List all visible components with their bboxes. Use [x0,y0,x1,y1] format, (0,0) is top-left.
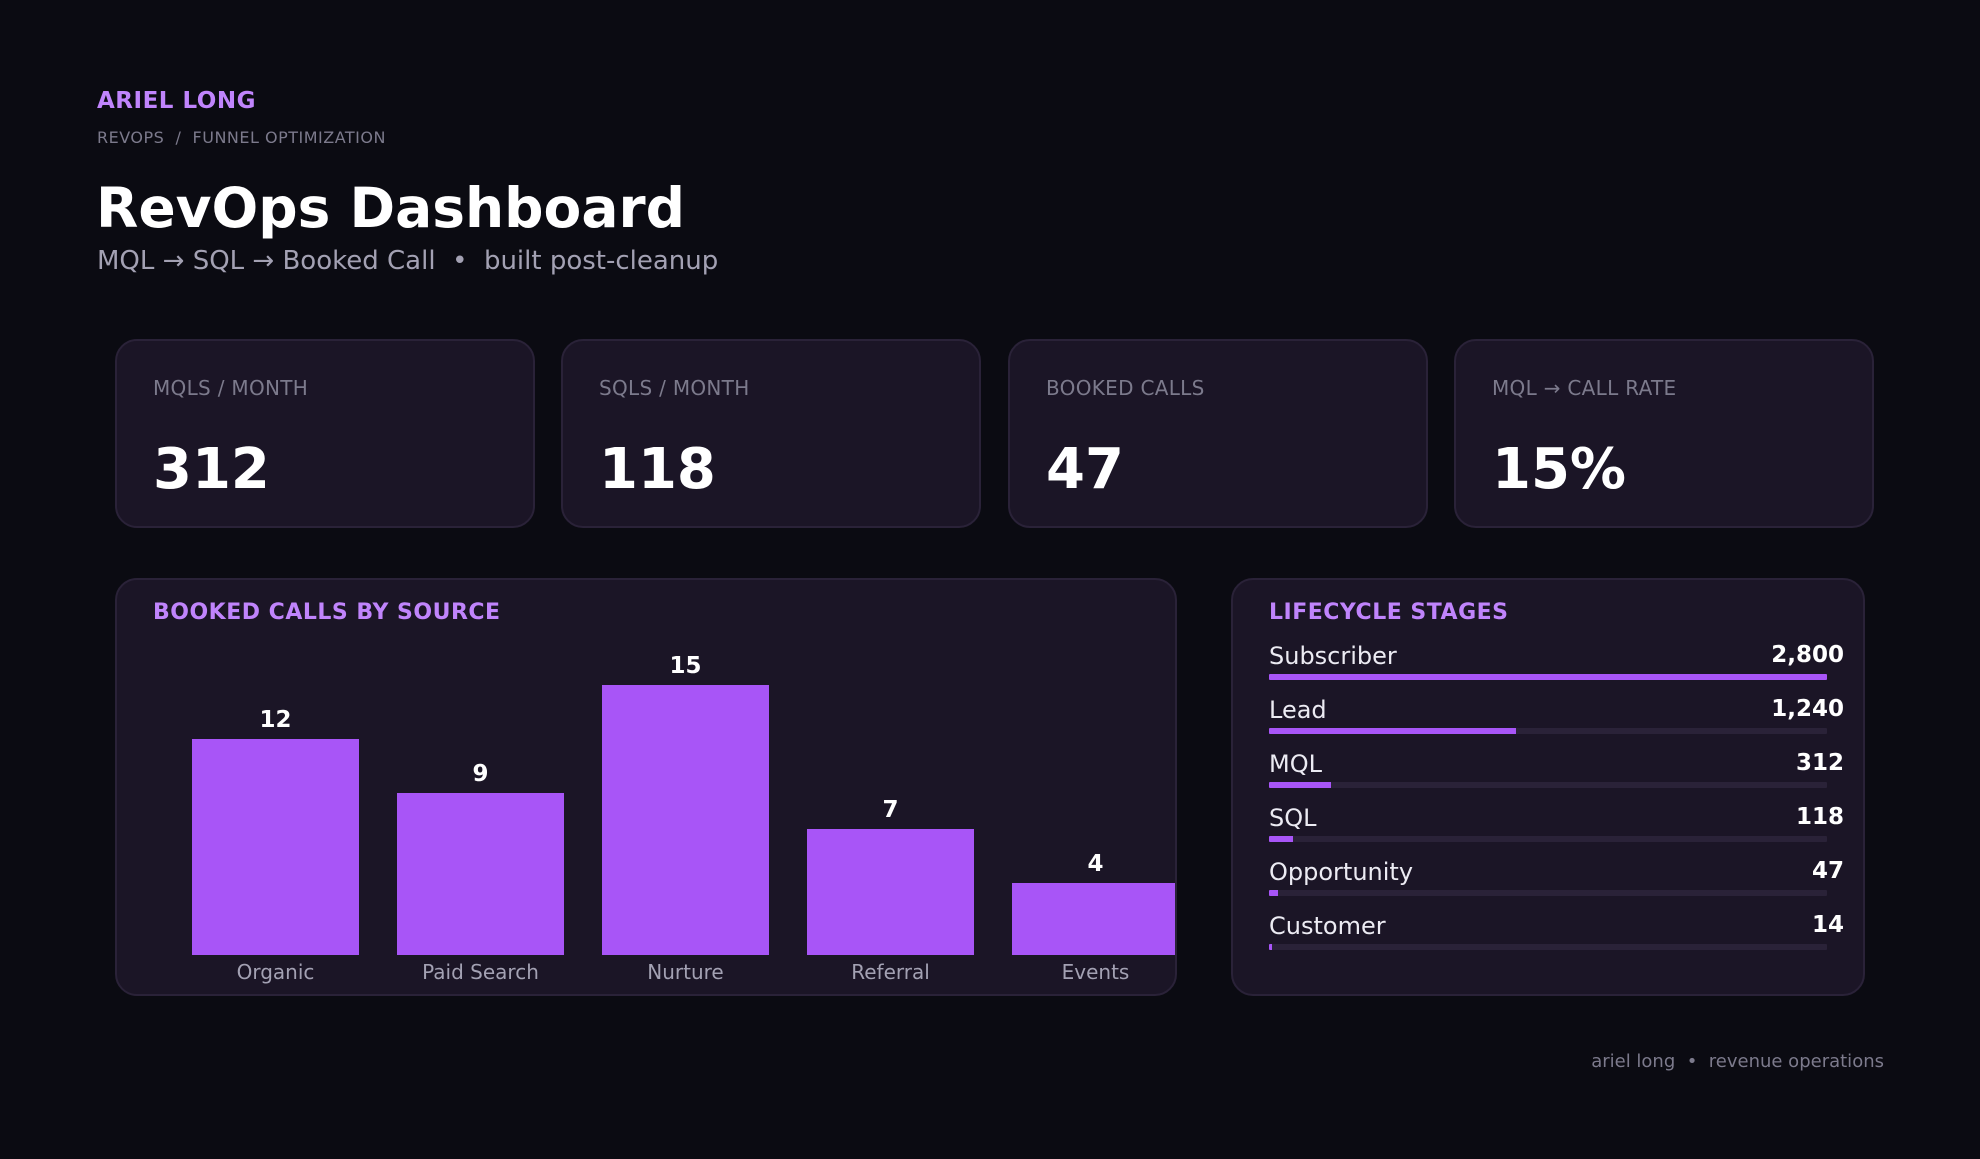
stage-row-sql: SQL 118 [1269,804,1844,844]
stage-value: 312 [1795,750,1844,776]
kpi-card-booked-calls: BOOKED CALLS 47 [1008,339,1428,528]
bar-nurture [602,685,769,955]
stage-progress-fill [1269,890,1279,896]
brand-name: ARIEL LONG [97,88,256,114]
kpi-value: 47 [1046,437,1124,502]
stage-row-customer: Customer 14 [1269,912,1844,952]
stage-value: 2,800 [1771,642,1844,668]
stage-progress-track [1269,890,1827,896]
kpi-card-sqls: SQLS / MONTH 118 [561,339,981,528]
category-label: Referral [851,960,930,984]
stage-progress-track [1269,782,1827,788]
stage-row-subscriber: Subscriber 2,800 [1269,642,1844,682]
stage-value: 47 [1811,858,1844,884]
category-label: Events [1062,960,1130,984]
booked-calls-by-source-panel: BOOKED CALLS BY SOURCE 12 Organic 9 Paid Se… [115,578,1177,996]
stage-value: 118 [1795,804,1844,830]
lifecycle-stages-panel: LIFECYCLE STAGES Subscriber 2,800 Lead 1,24… [1231,578,1865,996]
stage-row-opportunity: Opportunity 47 [1269,858,1844,898]
kpi-label: MQL → CALL RATE [1492,376,1677,400]
stage-progress-fill [1269,836,1293,842]
kpi-label: SQLS / MONTH [599,376,750,400]
stage-name: Lead [1269,696,1327,724]
stage-row-lead: Lead 1,240 [1269,696,1844,736]
bar-value-label: 4 [1087,851,1103,877]
bar-referral [807,829,974,955]
stage-progress-fill [1269,782,1332,788]
chart-title: BOOKED CALLS BY SOURCE [153,600,501,625]
kpi-label: MQLS / MONTH [153,376,309,400]
stage-name: Opportunity [1269,858,1414,886]
category-label: Paid Search [422,960,539,984]
stage-progress-track [1269,674,1827,680]
breadcrumb: REVOPS / FUNNEL OPTIMIZATION [97,128,386,147]
bar-value-label: 15 [669,653,701,679]
bar-value-label: 9 [472,761,488,787]
stage-progress-fill [1269,944,1272,950]
bar-value-label: 12 [259,707,291,733]
bar-organic [192,739,359,955]
kpi-label: BOOKED CALLS [1046,376,1205,400]
stage-name: MQL [1269,750,1322,778]
stage-row-mql: MQL 312 [1269,750,1844,790]
kpi-card-mqls: MQLS / MONTH 312 [115,339,535,528]
stage-value: 1,240 [1771,696,1844,722]
stage-progress-track [1269,944,1827,950]
bar-events [1012,883,1175,955]
kpi-value: 312 [153,437,270,502]
bar-paid-search [397,793,564,955]
stages-title: LIFECYCLE STAGES [1269,600,1509,625]
category-label: Organic [237,960,315,984]
bar-chart: 12 Organic 9 Paid Search 15 Nurture 7 Referral 4… [192,653,1175,984]
category-label: Nurture [647,960,723,984]
footer-credit: ariel long • revenue operations [1591,1051,1884,1072]
stage-name: SQL [1269,804,1317,832]
stage-name: Customer [1269,912,1386,940]
stage-value: 14 [1811,912,1844,938]
page-subtitle: MQL → SQL → Booked Call • built post-cle… [97,246,719,276]
stage-progress-track [1269,836,1827,842]
page-title: RevOps Dashboard [96,176,685,240]
kpi-value: 118 [599,437,716,502]
stage-progress-fill [1269,728,1517,734]
stage-progress-track [1269,728,1827,734]
bar-value-label: 7 [882,797,898,823]
stage-name: Subscriber [1269,642,1397,670]
kpi-card-call-rate: MQL → CALL RATE 15% [1454,339,1874,528]
stage-progress-fill [1269,674,1827,680]
kpi-value: 15% [1492,437,1627,502]
